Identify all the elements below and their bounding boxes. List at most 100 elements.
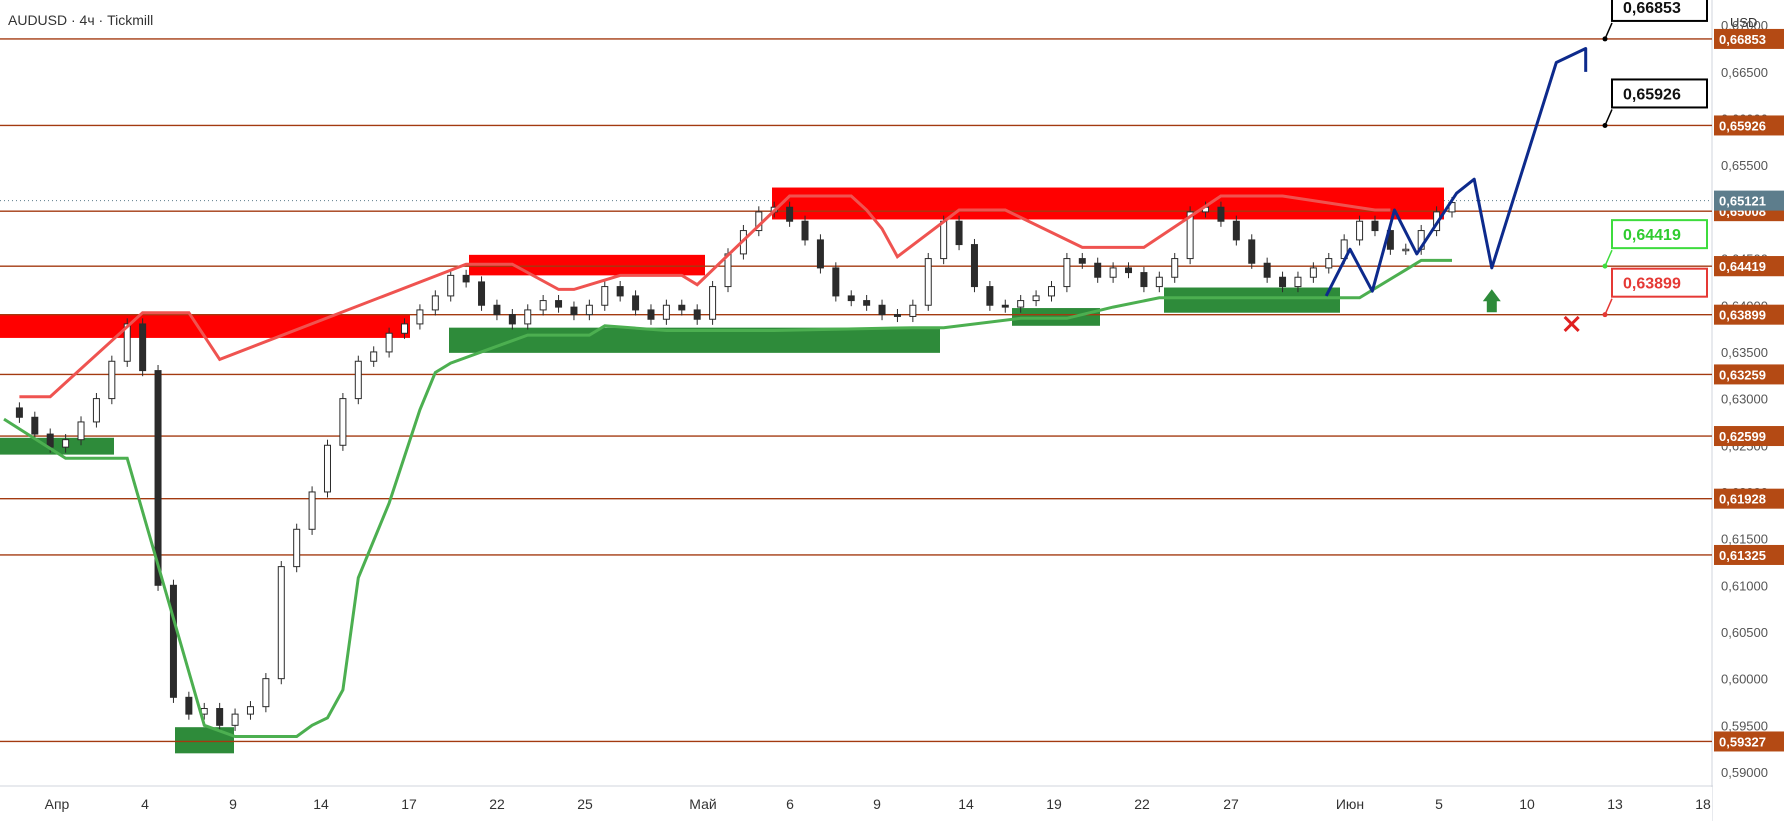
x-tick-label: 22 <box>489 796 505 812</box>
horizontal-levels <box>0 38 1712 743</box>
current-price-tag <box>1714 190 1784 211</box>
level-tag-label: 0,61928 <box>1719 492 1766 507</box>
candle-bear <box>1094 262 1102 278</box>
resistance-zone <box>469 254 705 276</box>
callout-box <box>1611 78 1708 109</box>
candle-bull <box>1017 300 1025 308</box>
candle-bull <box>539 300 547 311</box>
x-tick-label: 17 <box>401 796 417 812</box>
candle-bear <box>570 306 578 316</box>
candles <box>15 196 1456 731</box>
candle-bull <box>601 286 609 306</box>
candle-bull <box>1063 258 1071 288</box>
candle-bear <box>1125 267 1133 274</box>
trailing-stops <box>3 194 1452 738</box>
candle-bull <box>401 323 409 334</box>
currency-label: USD <box>1730 15 1757 30</box>
y-tick-label: 0,60000 <box>1721 672 1768 687</box>
candle-bull <box>447 274 455 297</box>
candle-bear <box>878 304 886 316</box>
zones <box>0 187 1444 754</box>
candle-bear <box>139 323 147 372</box>
candle-bear <box>1371 220 1379 232</box>
level-tag <box>1714 544 1784 565</box>
candle-bear <box>816 239 824 269</box>
y-tick-label: 0,61000 <box>1721 578 1768 593</box>
candle-bear <box>1001 304 1009 308</box>
candle-bull <box>431 295 439 311</box>
candle-bear <box>1078 258 1086 264</box>
candle-bull <box>1309 267 1317 278</box>
candle-bull <box>1356 220 1364 241</box>
candle-bull <box>1325 258 1333 269</box>
candle-bull <box>1109 267 1117 278</box>
callout-leader <box>1604 249 1613 267</box>
entry-tag <box>1714 256 1784 277</box>
chart-title: AUDUSD · 4ч · Tickmill <box>8 12 154 28</box>
x-tick-label: 25 <box>577 796 593 812</box>
candle-bull <box>1402 248 1410 252</box>
callouts: 0,66853 0,65926 0,64419 0,63899 <box>1602 0 1708 318</box>
entry-tag-label: 0,64419 <box>1719 259 1766 274</box>
candle-bull <box>1047 286 1055 297</box>
x-tick-label: 22 <box>1134 796 1150 812</box>
price-axis[interactable]: USD 0,59000 0,59500 0,60000 0,60500 0,61000 0,… <box>1713 0 1788 821</box>
support-zone <box>1164 287 1340 313</box>
level-tag <box>1714 488 1784 509</box>
candle-bear <box>832 267 840 297</box>
candle-bull <box>909 304 917 317</box>
candle-bear <box>616 286 624 297</box>
y-tick-label: 0,63500 <box>1721 345 1768 360</box>
level-tag <box>1714 28 1784 49</box>
candle-bear <box>1279 276 1287 288</box>
x-tick-label: 9 <box>229 796 237 812</box>
x-tick-label: 14 <box>313 796 329 812</box>
candle-bear <box>986 286 994 306</box>
candle-bear <box>955 220 963 246</box>
x-tick-label: 27 <box>1223 796 1239 812</box>
candle-bull <box>370 351 378 362</box>
candle-bull <box>524 309 532 325</box>
level-tag-label: 0,63259 <box>1719 367 1766 382</box>
candle-bear <box>493 304 501 316</box>
projection <box>1324 47 1588 332</box>
candle-bull <box>662 304 670 320</box>
level-tag-label: 0,62599 <box>1719 429 1766 444</box>
x-tick-label: 13 <box>1607 796 1623 812</box>
candle-bull <box>62 439 70 448</box>
candle-bear <box>508 314 516 325</box>
candle-bull <box>308 491 316 530</box>
callout-box <box>1611 219 1708 250</box>
callout-leader <box>1604 109 1613 126</box>
y-tick-label: 0,59500 <box>1721 718 1768 733</box>
trailing-stop-down <box>19 194 1391 399</box>
y-tick-label: 0,65500 <box>1721 158 1768 173</box>
candle-bear <box>478 281 486 306</box>
callout-box <box>1611 0 1708 22</box>
candle-bull <box>323 444 331 493</box>
candle-bear <box>46 433 54 448</box>
candle-bear <box>678 304 686 311</box>
resistance-zone <box>0 314 410 338</box>
candle-bear <box>1263 262 1271 278</box>
candle-bull <box>339 398 347 446</box>
callout-dot <box>1602 312 1608 318</box>
candle-bear <box>555 300 563 308</box>
x-tick-label: 10 <box>1519 796 1535 812</box>
candle-bear <box>863 300 871 306</box>
candle-bear <box>970 244 978 288</box>
callout-label: 0,65926 <box>1623 86 1681 103</box>
callout-dot <box>1602 36 1608 42</box>
x-tick-label: 5 <box>1435 796 1443 812</box>
level-tag <box>1714 115 1784 136</box>
time-axis-bg <box>0 787 1712 821</box>
x-tick-label: Апр <box>45 796 70 812</box>
candle-bull <box>709 286 717 320</box>
candle-bull <box>1032 295 1040 302</box>
callout-dot <box>1602 122 1608 128</box>
x-tick-label: 18 <box>1695 796 1711 812</box>
time-axis[interactable]: Апр 4 9 14 17 22 25 Май 6 9 14 19 22 27 Июн 5 10 13 18 <box>0 787 1712 821</box>
candle-bull <box>77 421 85 441</box>
level-tag <box>1714 364 1784 385</box>
callout-label: 0,66853 <box>1623 0 1681 17</box>
